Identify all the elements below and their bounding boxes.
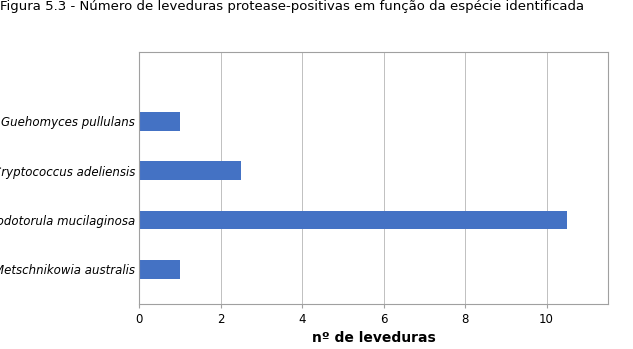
X-axis label: nº de leveduras: nº de leveduras xyxy=(311,331,436,345)
Bar xyxy=(139,260,180,279)
Bar xyxy=(139,210,567,229)
Text: Figura 5.3 - Número de leveduras protease-positivas em função da espécie identif: Figura 5.3 - Número de leveduras proteas… xyxy=(0,0,584,13)
Bar xyxy=(139,161,241,180)
Bar xyxy=(139,112,180,131)
